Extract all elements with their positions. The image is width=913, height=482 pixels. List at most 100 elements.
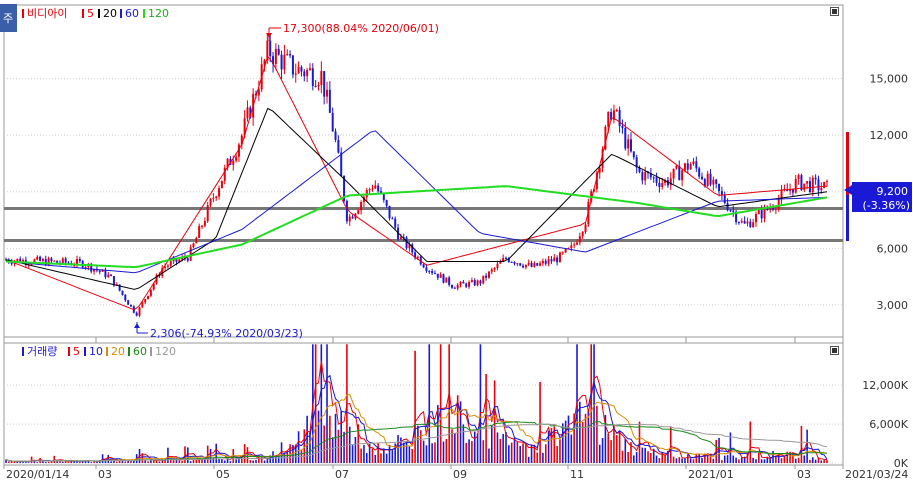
candle-body (371, 188, 374, 190)
legend-marker-vma5 (68, 347, 70, 356)
current-change: (-3.36%) (863, 199, 911, 212)
volume-bar (346, 344, 348, 464)
volume-bar (669, 427, 672, 464)
candle-body (368, 189, 371, 191)
volume-bar (67, 461, 70, 464)
candle-body (675, 165, 678, 169)
x-tick-label: 07 (335, 468, 349, 481)
volume-bar (294, 444, 297, 464)
volume-bar (229, 461, 232, 464)
candle-body (436, 273, 439, 278)
volume-bar (661, 452, 664, 464)
candle-body (84, 266, 87, 268)
legend-marker-price (22, 9, 24, 18)
candle-body (527, 262, 530, 265)
candle-body (98, 270, 101, 272)
candle-body (218, 188, 221, 197)
volume-panel-maximize-icon[interactable] (830, 346, 839, 355)
candle-body (61, 258, 64, 264)
x-axis: 2020/01/14 03 05 07 09 11 2021/01 03 2021/03/24 (3, 337, 908, 481)
candle-body (678, 165, 681, 181)
volume-bar (454, 433, 456, 464)
volume-bar (601, 438, 604, 464)
volume-bar (42, 460, 44, 464)
candle-body (522, 265, 525, 268)
candle-body (479, 280, 482, 284)
candle-body (67, 262, 70, 264)
volume-bar (47, 461, 50, 464)
candle-body (445, 277, 448, 283)
price-legend: 주 비디아이 5 20 60 120 (0, 4, 169, 32)
candle-body (397, 227, 400, 240)
volume-bar (647, 451, 649, 464)
candle-body (558, 252, 561, 263)
volume-bar (269, 455, 271, 464)
candle-body (493, 267, 496, 270)
volume-bar (113, 459, 115, 464)
candle-body (90, 263, 93, 272)
candle-body (621, 126, 624, 128)
volume-bar (121, 459, 124, 464)
candle-body (715, 179, 718, 184)
volume-bar (527, 456, 530, 464)
candle-body (391, 218, 394, 220)
volume-bar (62, 461, 64, 464)
candle-body (516, 263, 519, 265)
candle-body (104, 269, 107, 278)
candle-body (465, 283, 468, 287)
candle-body (746, 221, 749, 224)
candle-body (607, 112, 610, 127)
volume-bar (76, 460, 78, 464)
volume-bar (678, 457, 681, 464)
legend-vma20: 20 (111, 345, 125, 358)
volume-bar (309, 432, 311, 464)
candle-body (226, 158, 229, 168)
volume-bar (275, 456, 277, 464)
volume-bar (615, 435, 618, 464)
volume-bar (573, 413, 575, 464)
candle-body (482, 275, 485, 284)
volume-bar (749, 421, 752, 464)
candle-body (487, 271, 490, 278)
candle-body (760, 210, 763, 219)
candle-body (507, 258, 510, 262)
candle-body (414, 252, 417, 258)
volume-bar (604, 414, 607, 464)
candle-body (470, 280, 473, 283)
legend-vma120: 120 (155, 345, 176, 358)
legend-marker-ma20 (98, 9, 100, 18)
candle-body (232, 160, 235, 165)
candle-body (740, 220, 743, 223)
candle-body (303, 71, 306, 77)
support-resistance-lines (4, 207, 843, 242)
price-panel-maximize-icon[interactable] (830, 7, 839, 16)
volume-bar (706, 453, 709, 464)
candle-body (345, 200, 348, 222)
candle-body (823, 181, 826, 189)
volume-bar (442, 441, 445, 464)
candle-body (357, 210, 360, 214)
volume-bar (8, 461, 10, 464)
volume-bar (326, 344, 328, 464)
volume-bar (33, 461, 36, 464)
candle-body (149, 289, 152, 296)
volume-bar (147, 461, 149, 464)
moving-average-lines (5, 55, 828, 311)
candle-body (777, 199, 780, 209)
volume-bar (388, 444, 391, 464)
x-tick-label: 2020/01/14 (6, 468, 69, 481)
high-arrow-icon (266, 33, 272, 38)
candle-body (539, 263, 542, 266)
panel-menu-icon[interactable] (0, 4, 17, 32)
volume-bar (354, 436, 357, 464)
candle-body (658, 182, 661, 187)
volume-bar (434, 442, 436, 464)
candle-body (612, 110, 615, 120)
volume-bar (204, 459, 206, 464)
candle-body (797, 175, 800, 179)
volume-bar (732, 455, 735, 464)
legend-ma20: 20 (103, 7, 117, 20)
volume-bar (567, 415, 570, 464)
volume-y-axis: 0K 6,000K 12,000K (862, 379, 908, 470)
candle-body (794, 178, 797, 193)
